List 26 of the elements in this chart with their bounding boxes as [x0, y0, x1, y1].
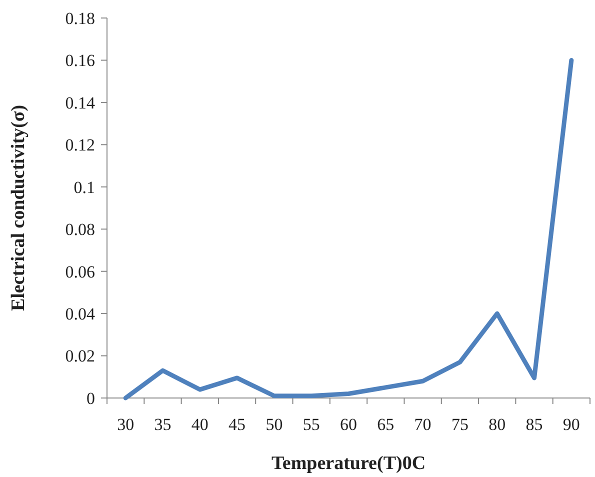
y-tick-label: 0.12 — [65, 136, 95, 155]
x-axis-title: Temperature(T)0C — [271, 453, 426, 474]
x-tick-label: 30 — [117, 415, 134, 434]
x-tick-label: 60 — [340, 415, 357, 434]
x-tick-label: 80 — [488, 415, 506, 434]
y-tick-label: 0.04 — [65, 304, 96, 324]
x-tick-label: 50 — [266, 415, 283, 434]
x-tick-label: 90 — [562, 415, 580, 434]
y-tick-label: 0.02 — [65, 346, 95, 366]
x-tick-label: 35 — [154, 415, 172, 434]
y-axis-title: Electrical conductivity(σ) — [8, 104, 29, 312]
x-tick-label: 55 — [302, 415, 320, 434]
y-tick-label: 0.06 — [65, 262, 95, 282]
y-tick-label: 0.16 — [65, 51, 95, 70]
x-tick-label: 70 — [414, 415, 432, 434]
x-tick-label: 65 — [377, 415, 394, 434]
x-tick-label: 85 — [526, 415, 543, 434]
x-tick-label: 40 — [191, 415, 208, 434]
y-tick-label: 0 — [86, 388, 95, 408]
x-tick-label: 45 — [228, 415, 246, 434]
y-tick-label: 0.18 — [65, 8, 95, 28]
y-tick-label: 0.14 — [65, 93, 96, 112]
line-series — [123, 58, 574, 400]
y-tick-label: 0.08 — [65, 220, 95, 240]
y-tick-label: 0.1 — [74, 178, 95, 197]
x-tick-label: 75 — [451, 415, 468, 434]
